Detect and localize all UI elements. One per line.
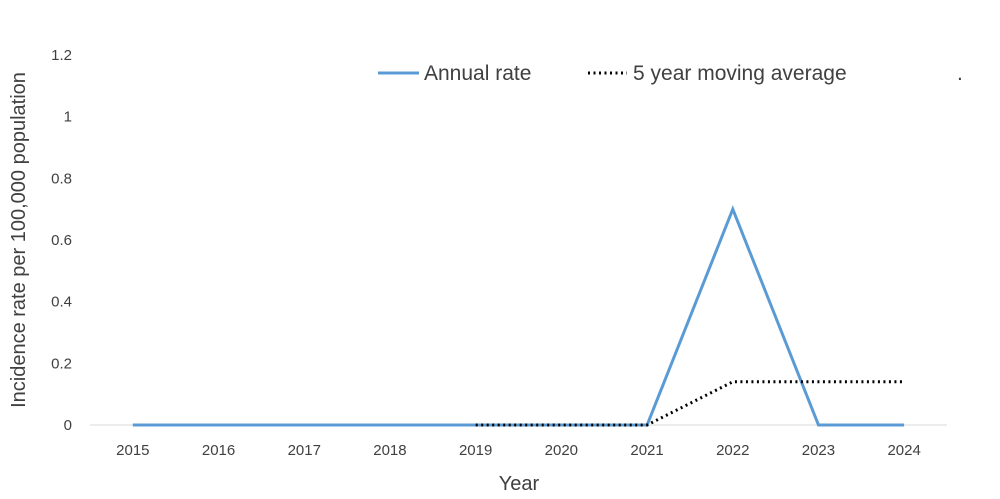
series-line-annual-rate — [132, 205, 905, 427]
x-tick-label: 2018 — [373, 442, 406, 459]
series-line-moving-average — [475, 380, 905, 427]
legend: Annual rate 5 year moving average . — [378, 62, 963, 85]
x-tick-label: 2015 — [116, 442, 149, 459]
x-tick-label: 2024 — [887, 442, 920, 459]
y-axis-ticks: 0 0.2 0.4 0.6 0.8 1 1.2 — [51, 47, 72, 434]
y-tick-label: 0.8 — [51, 170, 72, 187]
y-axis-title: Incidence rate per 100,000 population — [8, 72, 30, 408]
series-layer — [132, 205, 905, 427]
x-tick-label: 2023 — [802, 442, 835, 459]
x-tick-label: 2017 — [288, 442, 321, 459]
legend-label-moving-average: 5 year moving average — [633, 62, 847, 85]
x-tick-label: 2020 — [545, 442, 578, 459]
y-tick-label: 1 — [64, 109, 72, 126]
legend-trailing-mark: . — [957, 62, 963, 85]
y-tick-label: 0 — [64, 417, 72, 434]
x-axis-title: Year — [499, 473, 540, 495]
y-tick-label: 0.2 — [51, 355, 72, 372]
y-tick-label: 0.4 — [51, 294, 72, 311]
x-tick-label: 2022 — [716, 442, 749, 459]
x-tick-label: 2019 — [459, 442, 492, 459]
x-tick-label: 2021 — [630, 442, 663, 459]
y-tick-label: 1.2 — [51, 47, 72, 64]
x-axis-ticks: 2015 2016 2017 2018 2019 2020 2021 2022 2023 2024 — [116, 442, 921, 459]
x-tick-label: 2016 — [202, 442, 235, 459]
y-tick-label: 0.6 — [51, 232, 72, 249]
legend-label-annual-rate: Annual rate — [424, 62, 531, 85]
